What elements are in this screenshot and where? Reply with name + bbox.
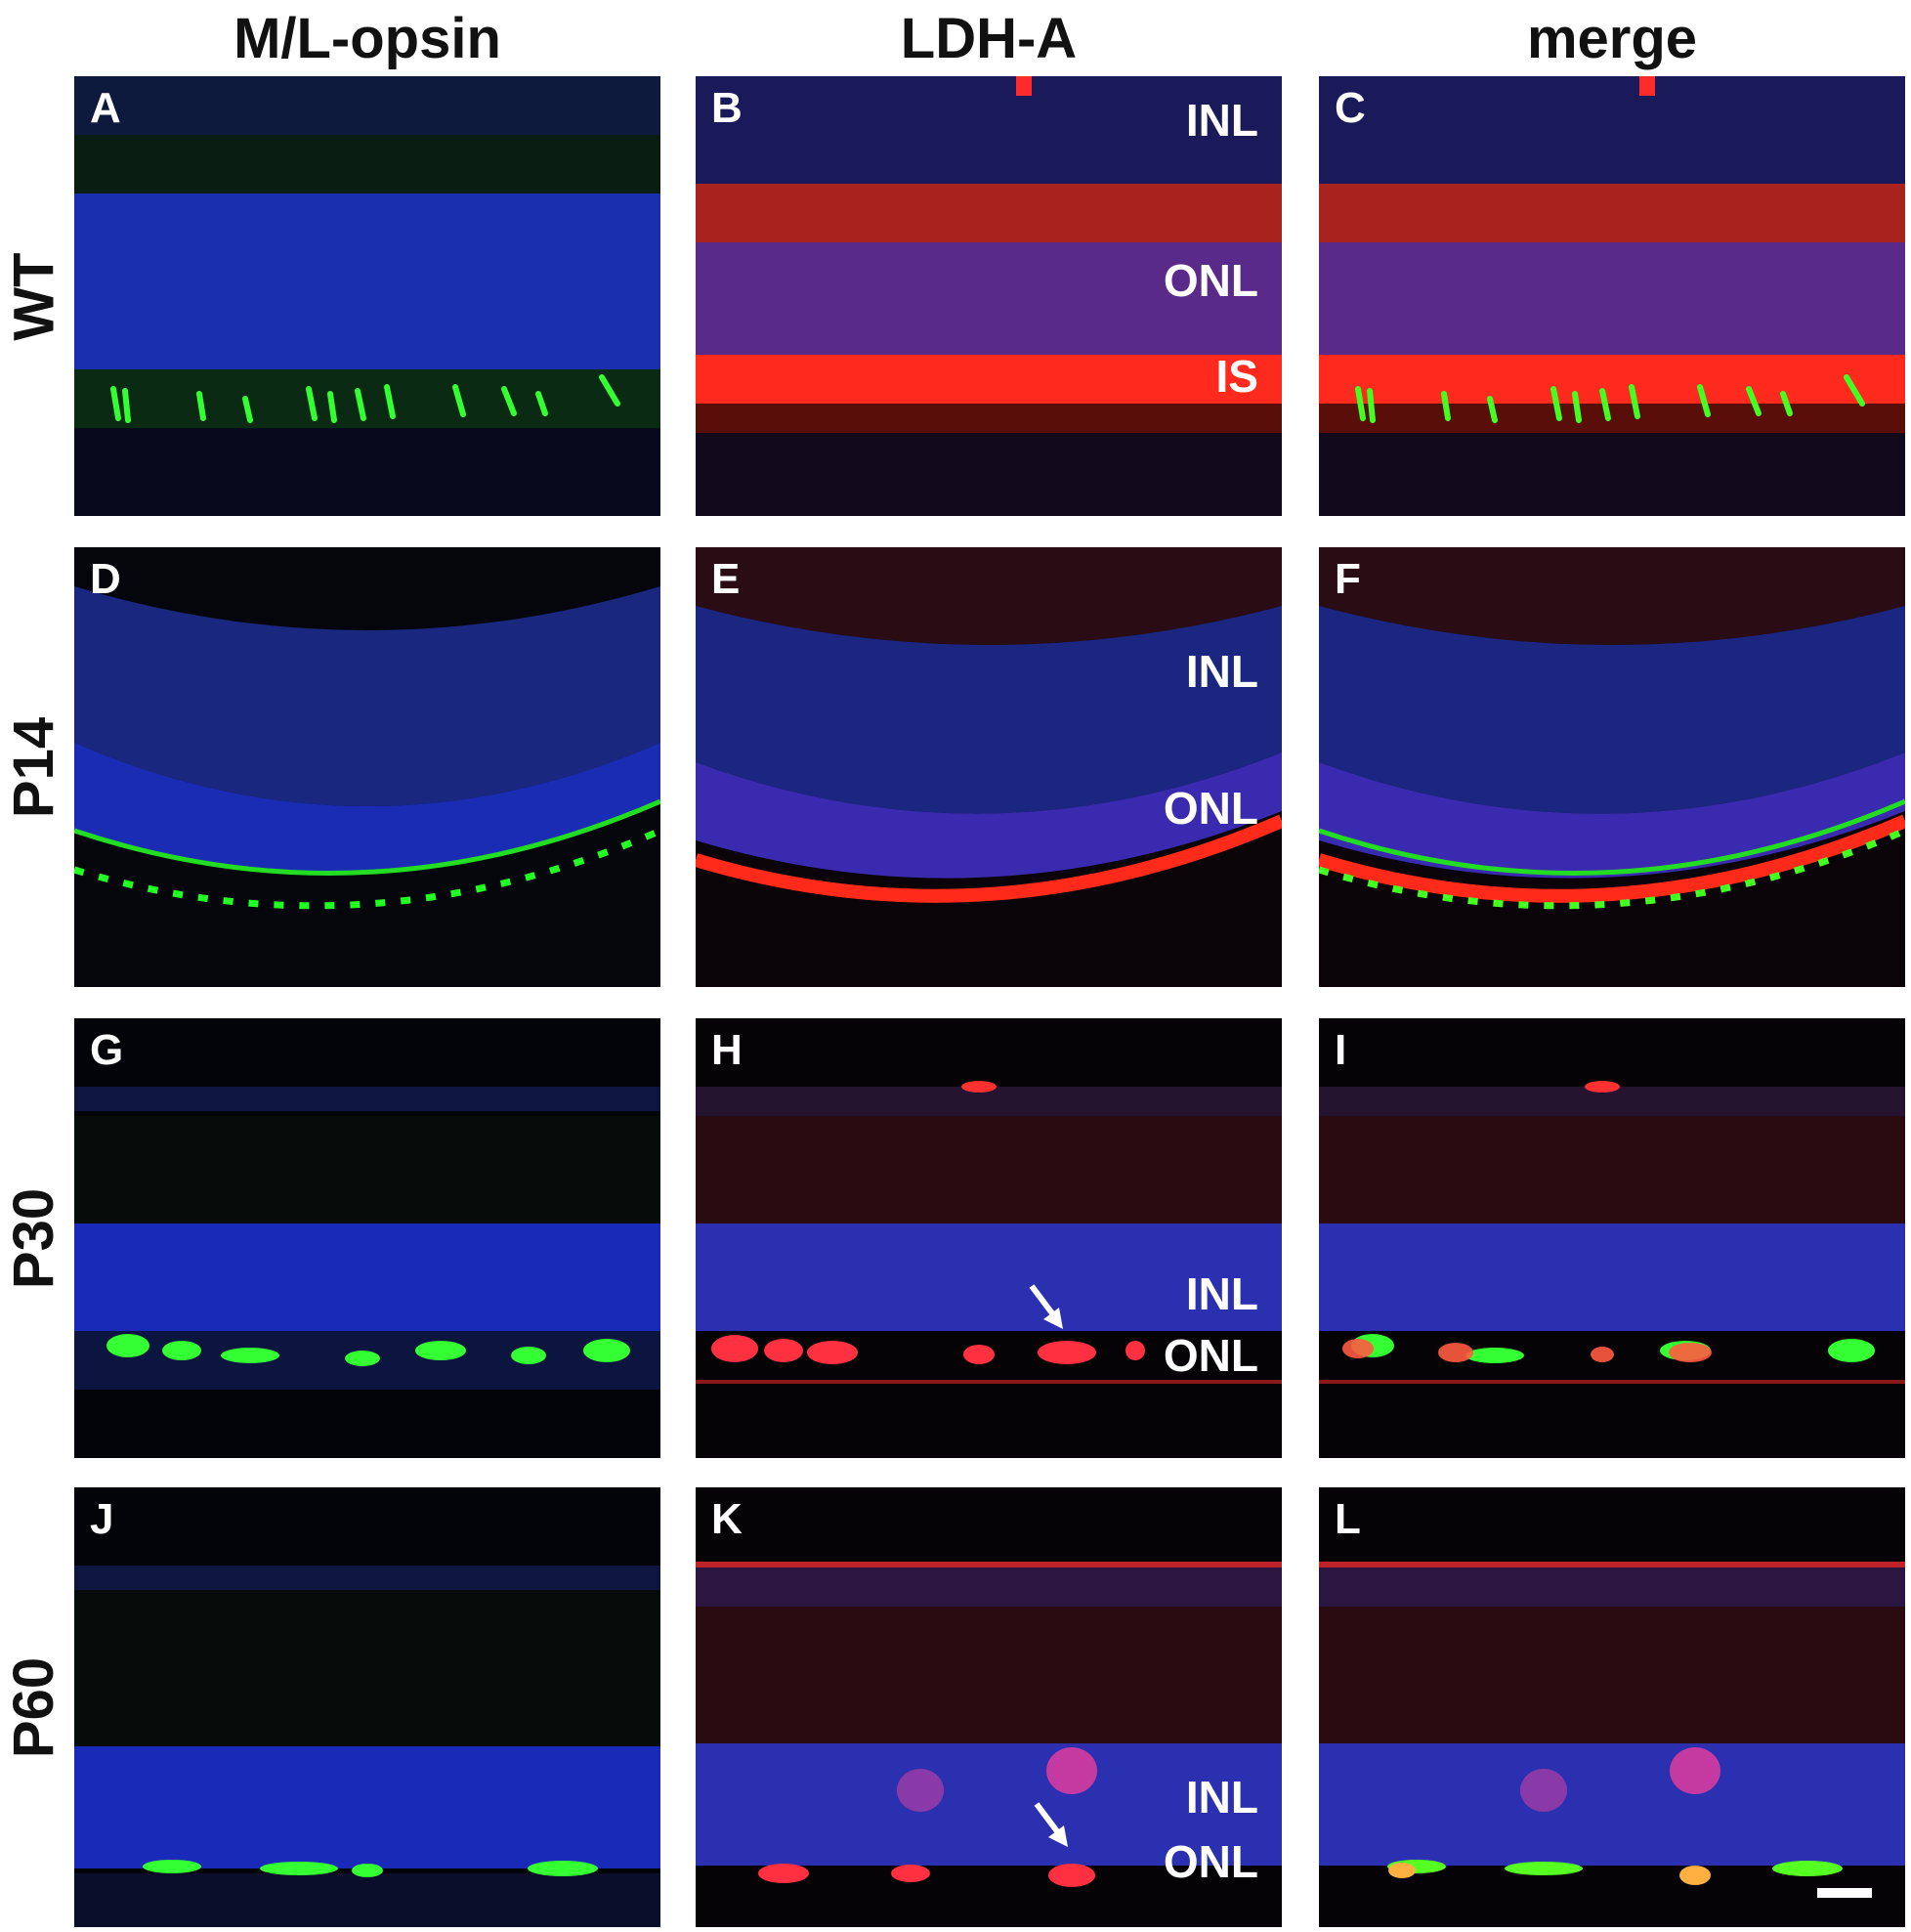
panel-d-micrograph <box>74 547 660 987</box>
layer-label-inl: INL <box>1185 1772 1258 1823</box>
panel-k: K INL ONL <box>696 1487 1282 1927</box>
layer-label-inl: INL <box>1185 95 1258 146</box>
panel-k-micrograph <box>696 1487 1282 1927</box>
panel-c: C <box>1319 76 1905 516</box>
panel-label-a: A <box>90 84 121 132</box>
scale-bar <box>1817 1888 1872 1898</box>
panel-l-micrograph <box>1319 1487 1905 1927</box>
panel-label-l: L <box>1335 1495 1361 1543</box>
arrow-icon <box>1034 1802 1068 1847</box>
panel-label-b: B <box>711 84 743 132</box>
row-label-p60: P60 <box>2 1656 66 1758</box>
layer-label-onl: ONL <box>1163 783 1258 834</box>
panel-d: D <box>74 547 660 987</box>
panel-g: G <box>74 1018 660 1458</box>
panel-j: J <box>74 1487 660 1927</box>
row-header-p60: P60 <box>0 1487 68 1927</box>
row-header-p30: P30 <box>0 1018 68 1458</box>
panel-h: H INL ONL <box>696 1018 1282 1458</box>
layer-label-is: IS <box>1215 351 1258 402</box>
panel-b-micrograph <box>696 76 1282 516</box>
column-header-ml-opsin: M/L-opsin <box>234 6 501 70</box>
layer-label-inl: INL <box>1185 1268 1258 1319</box>
panel-label-d: D <box>90 555 121 603</box>
panel-label-h: H <box>711 1026 743 1074</box>
panel-label-g: G <box>90 1026 124 1074</box>
panel-b: B INL ONL IS <box>696 76 1282 516</box>
layer-label-onl: ONL <box>1163 1330 1258 1381</box>
column-header-ldha: LDH-A <box>900 6 1078 70</box>
panel-c-micrograph <box>1319 76 1905 516</box>
panel-e: E INL ONL <box>696 547 1282 987</box>
panel-label-k: K <box>711 1495 743 1543</box>
panel-l: L <box>1319 1487 1905 1927</box>
panel-label-f: F <box>1335 555 1361 603</box>
panel-a-micrograph <box>74 76 660 516</box>
panel-label-i: I <box>1335 1026 1347 1074</box>
panel-e-micrograph <box>696 547 1282 987</box>
panel-j-micrograph <box>74 1487 660 1927</box>
panel-g-micrograph <box>74 1018 660 1458</box>
layer-label-onl: ONL <box>1163 255 1258 306</box>
column-header-merge: merge <box>1526 6 1698 70</box>
row-label-p14: P14 <box>2 716 66 818</box>
panel-label-e: E <box>711 555 741 603</box>
layer-label-inl: INL <box>1185 646 1258 697</box>
panel-label-j: J <box>90 1495 114 1543</box>
panel-f: F <box>1319 547 1905 987</box>
row-header-p14: P14 <box>0 547 68 987</box>
row-label-p30: P30 <box>2 1187 66 1289</box>
row-label-wt: WT <box>2 251 66 341</box>
row-header-wt: WT <box>0 76 68 516</box>
arrow-icon <box>1029 1284 1063 1329</box>
panel-i: I <box>1319 1018 1905 1458</box>
panel-f-micrograph <box>1319 547 1905 987</box>
panel-i-micrograph <box>1319 1018 1905 1458</box>
panel-label-c: C <box>1335 84 1366 132</box>
layer-label-onl: ONL <box>1163 1836 1258 1887</box>
panel-a: A <box>74 76 660 516</box>
panel-h-micrograph <box>696 1018 1282 1458</box>
